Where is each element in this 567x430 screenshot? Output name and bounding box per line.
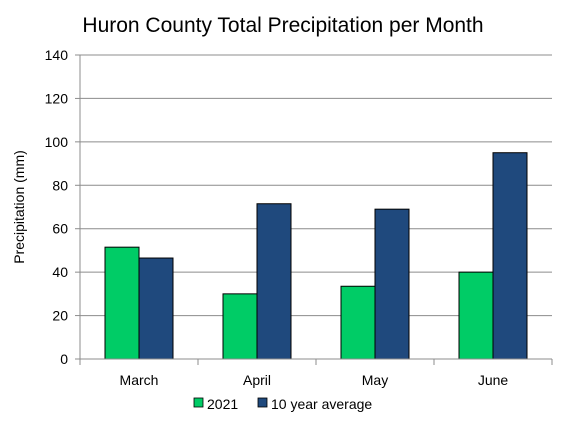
y-tick-label: 20 bbox=[52, 308, 68, 324]
y-tick-label: 60 bbox=[52, 221, 68, 237]
bar-2021-june bbox=[458, 271, 494, 360]
x-tick-labels: March April May June bbox=[120, 372, 509, 388]
axes bbox=[79, 55, 553, 365]
legend-swatch bbox=[193, 397, 204, 408]
y-tick-label: 120 bbox=[45, 90, 69, 106]
y-tick-label: 140 bbox=[45, 47, 69, 63]
y-tick-label: 80 bbox=[52, 177, 68, 193]
x-tick-label: May bbox=[362, 372, 388, 388]
legend-label: 2021 bbox=[207, 396, 238, 412]
bar-2021-march bbox=[104, 246, 140, 360]
y-tick-label: 100 bbox=[45, 134, 69, 150]
bar-10-year-average-april bbox=[256, 203, 292, 360]
x-tick-label: June bbox=[478, 372, 509, 388]
legend-label: 10 year average bbox=[271, 396, 372, 412]
x-tick-label: March bbox=[120, 372, 159, 388]
y-tick-label: 0 bbox=[60, 351, 68, 367]
chart-title: Huron County Total Precipitation per Mon… bbox=[82, 14, 483, 37]
legend: 2021 10 year average bbox=[193, 396, 372, 412]
bar-2021-april bbox=[222, 293, 258, 360]
y-tick-label: 40 bbox=[52, 264, 68, 280]
bar-10-year-average-may bbox=[374, 208, 410, 360]
x-tick-label: April bbox=[243, 372, 271, 388]
bar-2021-may bbox=[340, 285, 376, 360]
bar-10-year-average-june bbox=[492, 152, 528, 360]
legend-swatch bbox=[257, 397, 268, 408]
y-axis-label: Precipitation (mm) bbox=[11, 150, 27, 264]
bar-10-year-average-march bbox=[138, 257, 174, 360]
y-tick-labels: 0 20 40 60 80 100 120 140 bbox=[45, 47, 69, 367]
bars bbox=[104, 152, 528, 360]
